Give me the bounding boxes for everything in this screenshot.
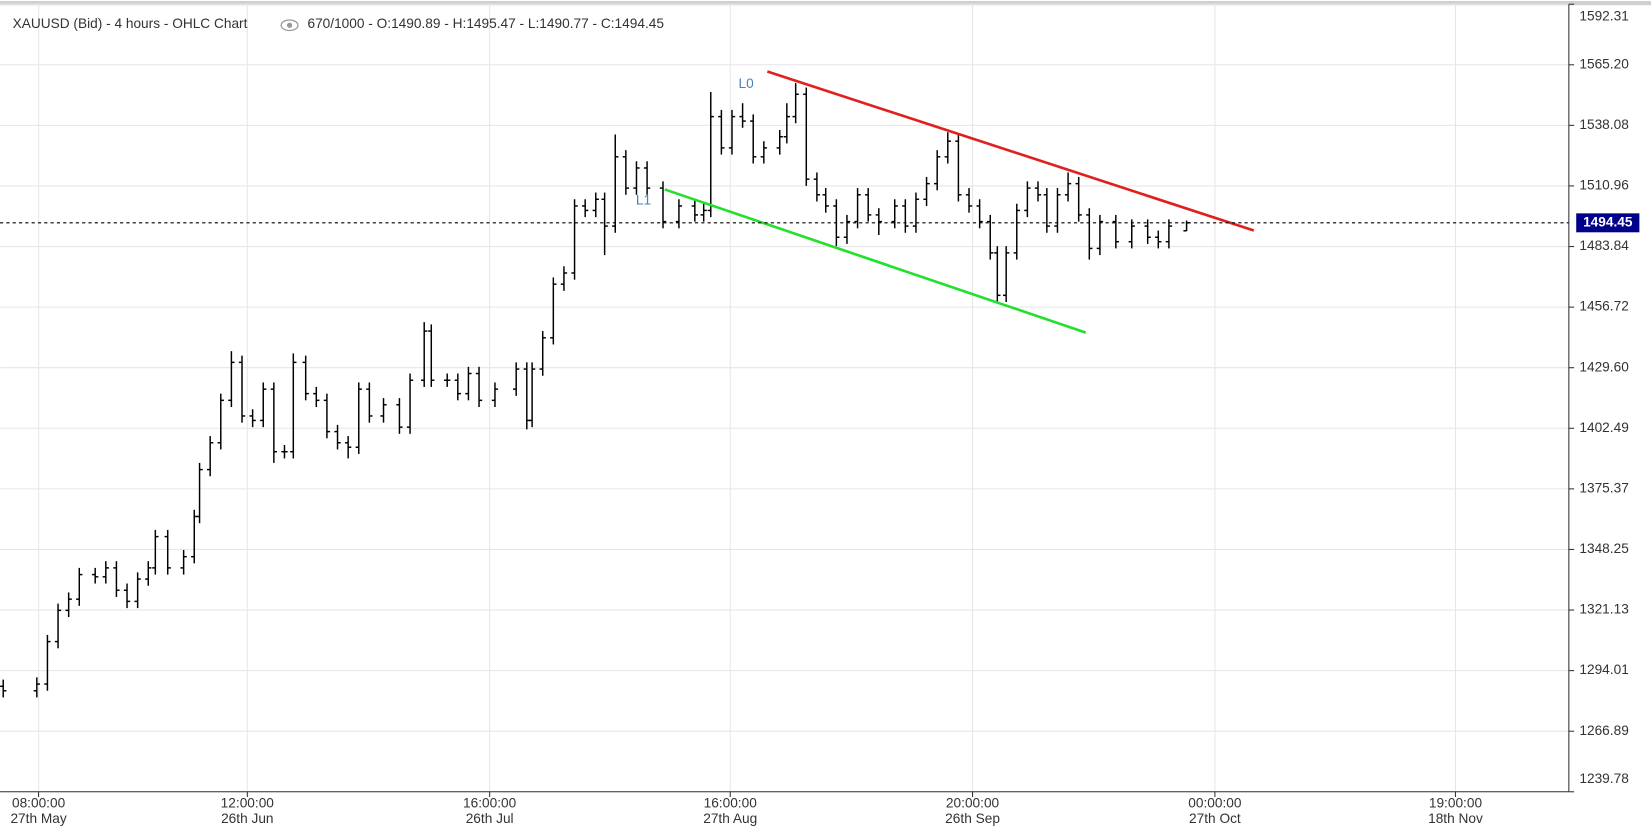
grid [0, 3, 1569, 793]
last-price-label: 1494.45 [1583, 214, 1633, 229]
y-tick-label: 1429.60 [1579, 359, 1629, 374]
bars [0, 83, 1190, 698]
y-tick-label: 1375.37 [1579, 480, 1628, 495]
y-tick-label: 1565.20 [1579, 56, 1629, 71]
x-tick-label: 00:00:00 27th Oct [1188, 795, 1242, 826]
last-price-box [1576, 213, 1640, 233]
x-tick-label: 19:00:00 18th Nov [1428, 795, 1483, 826]
x-tick-label: 08:00:00 27th May [10, 795, 66, 826]
y-tick-label: 1592.31 [1579, 8, 1628, 23]
x-tick-label: 16:00:00 26th Jul [463, 795, 517, 826]
y-tick-label: 1456.72 [1579, 299, 1628, 314]
chart-info: 670/1000 - O:1490.89 - H:1495.47 - L:149… [307, 16, 664, 31]
eye-icon [280, 19, 299, 32]
x-tick-label: 20:00:00 26th Sep [945, 795, 1000, 826]
annotation: L1 [636, 193, 651, 208]
annotation: L0 [739, 76, 755, 91]
x-tick-label: 12:00:00 26th Jun [221, 795, 275, 826]
y-tick-label: 1402.49 [1579, 420, 1628, 435]
axes: 1239.78 1266.89 1294.01 1321.13 1348.25 1375.… [10, 3, 1640, 826]
y-tick-label: 1483.84 [1579, 238, 1629, 253]
trendline [766, 70, 1255, 232]
trendline [664, 188, 1087, 334]
y-tick-label: 1348.25 [1579, 541, 1629, 556]
overlays: L0 L1 [0, 70, 1569, 334]
x-tick-label: 16:00:00 27th Aug [703, 795, 757, 826]
y-tick-label: 1321.13 [1579, 602, 1628, 617]
y-tick-label: 1294.01 [1579, 662, 1628, 677]
y-tick-label: 1538.08 [1579, 117, 1629, 132]
chart-title: XAUUSD (Bid) - 4 hours - OHLC Chart [13, 16, 248, 31]
y-tick-label: 1239.78 [1579, 771, 1629, 786]
y-tick-label: 1510.96 [1579, 178, 1628, 193]
y-tick-label: 1266.89 [1579, 723, 1628, 738]
